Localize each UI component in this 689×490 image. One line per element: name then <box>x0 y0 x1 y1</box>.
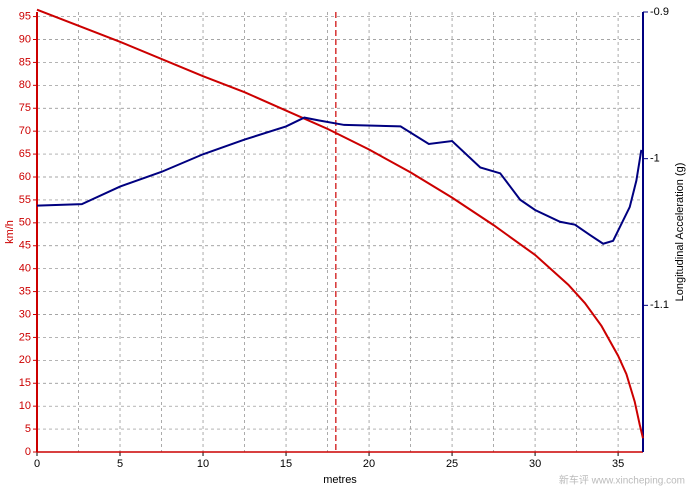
y2-axis-label: Longitudinal Acceleration (g) <box>674 163 686 302</box>
y-tick-label: 40 <box>19 263 31 275</box>
x-tick-label: 30 <box>529 458 541 470</box>
y-tick-label: 10 <box>19 400 31 412</box>
y-tick-label: 15 <box>19 377 31 389</box>
y-tick-label: 85 <box>19 56 31 68</box>
y-axis-label: km/h <box>4 220 16 244</box>
x-tick-label: 25 <box>446 458 458 470</box>
y-tick-label: 70 <box>19 125 31 137</box>
y-tick-label: 30 <box>19 308 31 320</box>
series-line <box>36 8 644 439</box>
y2-tick-label: -1 <box>650 153 660 165</box>
y-tick-label: 50 <box>19 217 31 229</box>
y-tick-label: 60 <box>19 171 31 183</box>
series-line <box>36 116 643 245</box>
x-tick-label: 10 <box>197 458 209 470</box>
y-tick-label: 90 <box>19 33 31 45</box>
y-tick-label: 75 <box>19 102 31 114</box>
x-axis-label: metres <box>323 474 357 486</box>
y-tick-label: 80 <box>19 79 31 91</box>
x-tick-label: 0 <box>34 458 40 470</box>
y2-tick-label: -0.9 <box>650 6 669 18</box>
y-tick-label: 5 <box>25 423 31 435</box>
y2-tick-label: -1.1 <box>650 299 669 311</box>
watermark: 新车评 www.xincheping.com <box>559 474 685 487</box>
x-tick-label: 15 <box>280 458 292 470</box>
x-tick-label: 5 <box>117 458 123 470</box>
y-tick-label: 65 <box>19 148 31 160</box>
y-tick-label: 45 <box>19 240 31 252</box>
x-tick-label: 20 <box>363 458 375 470</box>
x-tick-label: 35 <box>612 458 624 470</box>
y-tick-label: 95 <box>19 10 31 22</box>
y-tick-label: 0 <box>25 446 31 458</box>
y-tick-label: 35 <box>19 285 31 297</box>
y-tick-label: 25 <box>19 331 31 343</box>
y-tick-label: 55 <box>19 194 31 206</box>
y-tick-label: 20 <box>19 354 31 366</box>
